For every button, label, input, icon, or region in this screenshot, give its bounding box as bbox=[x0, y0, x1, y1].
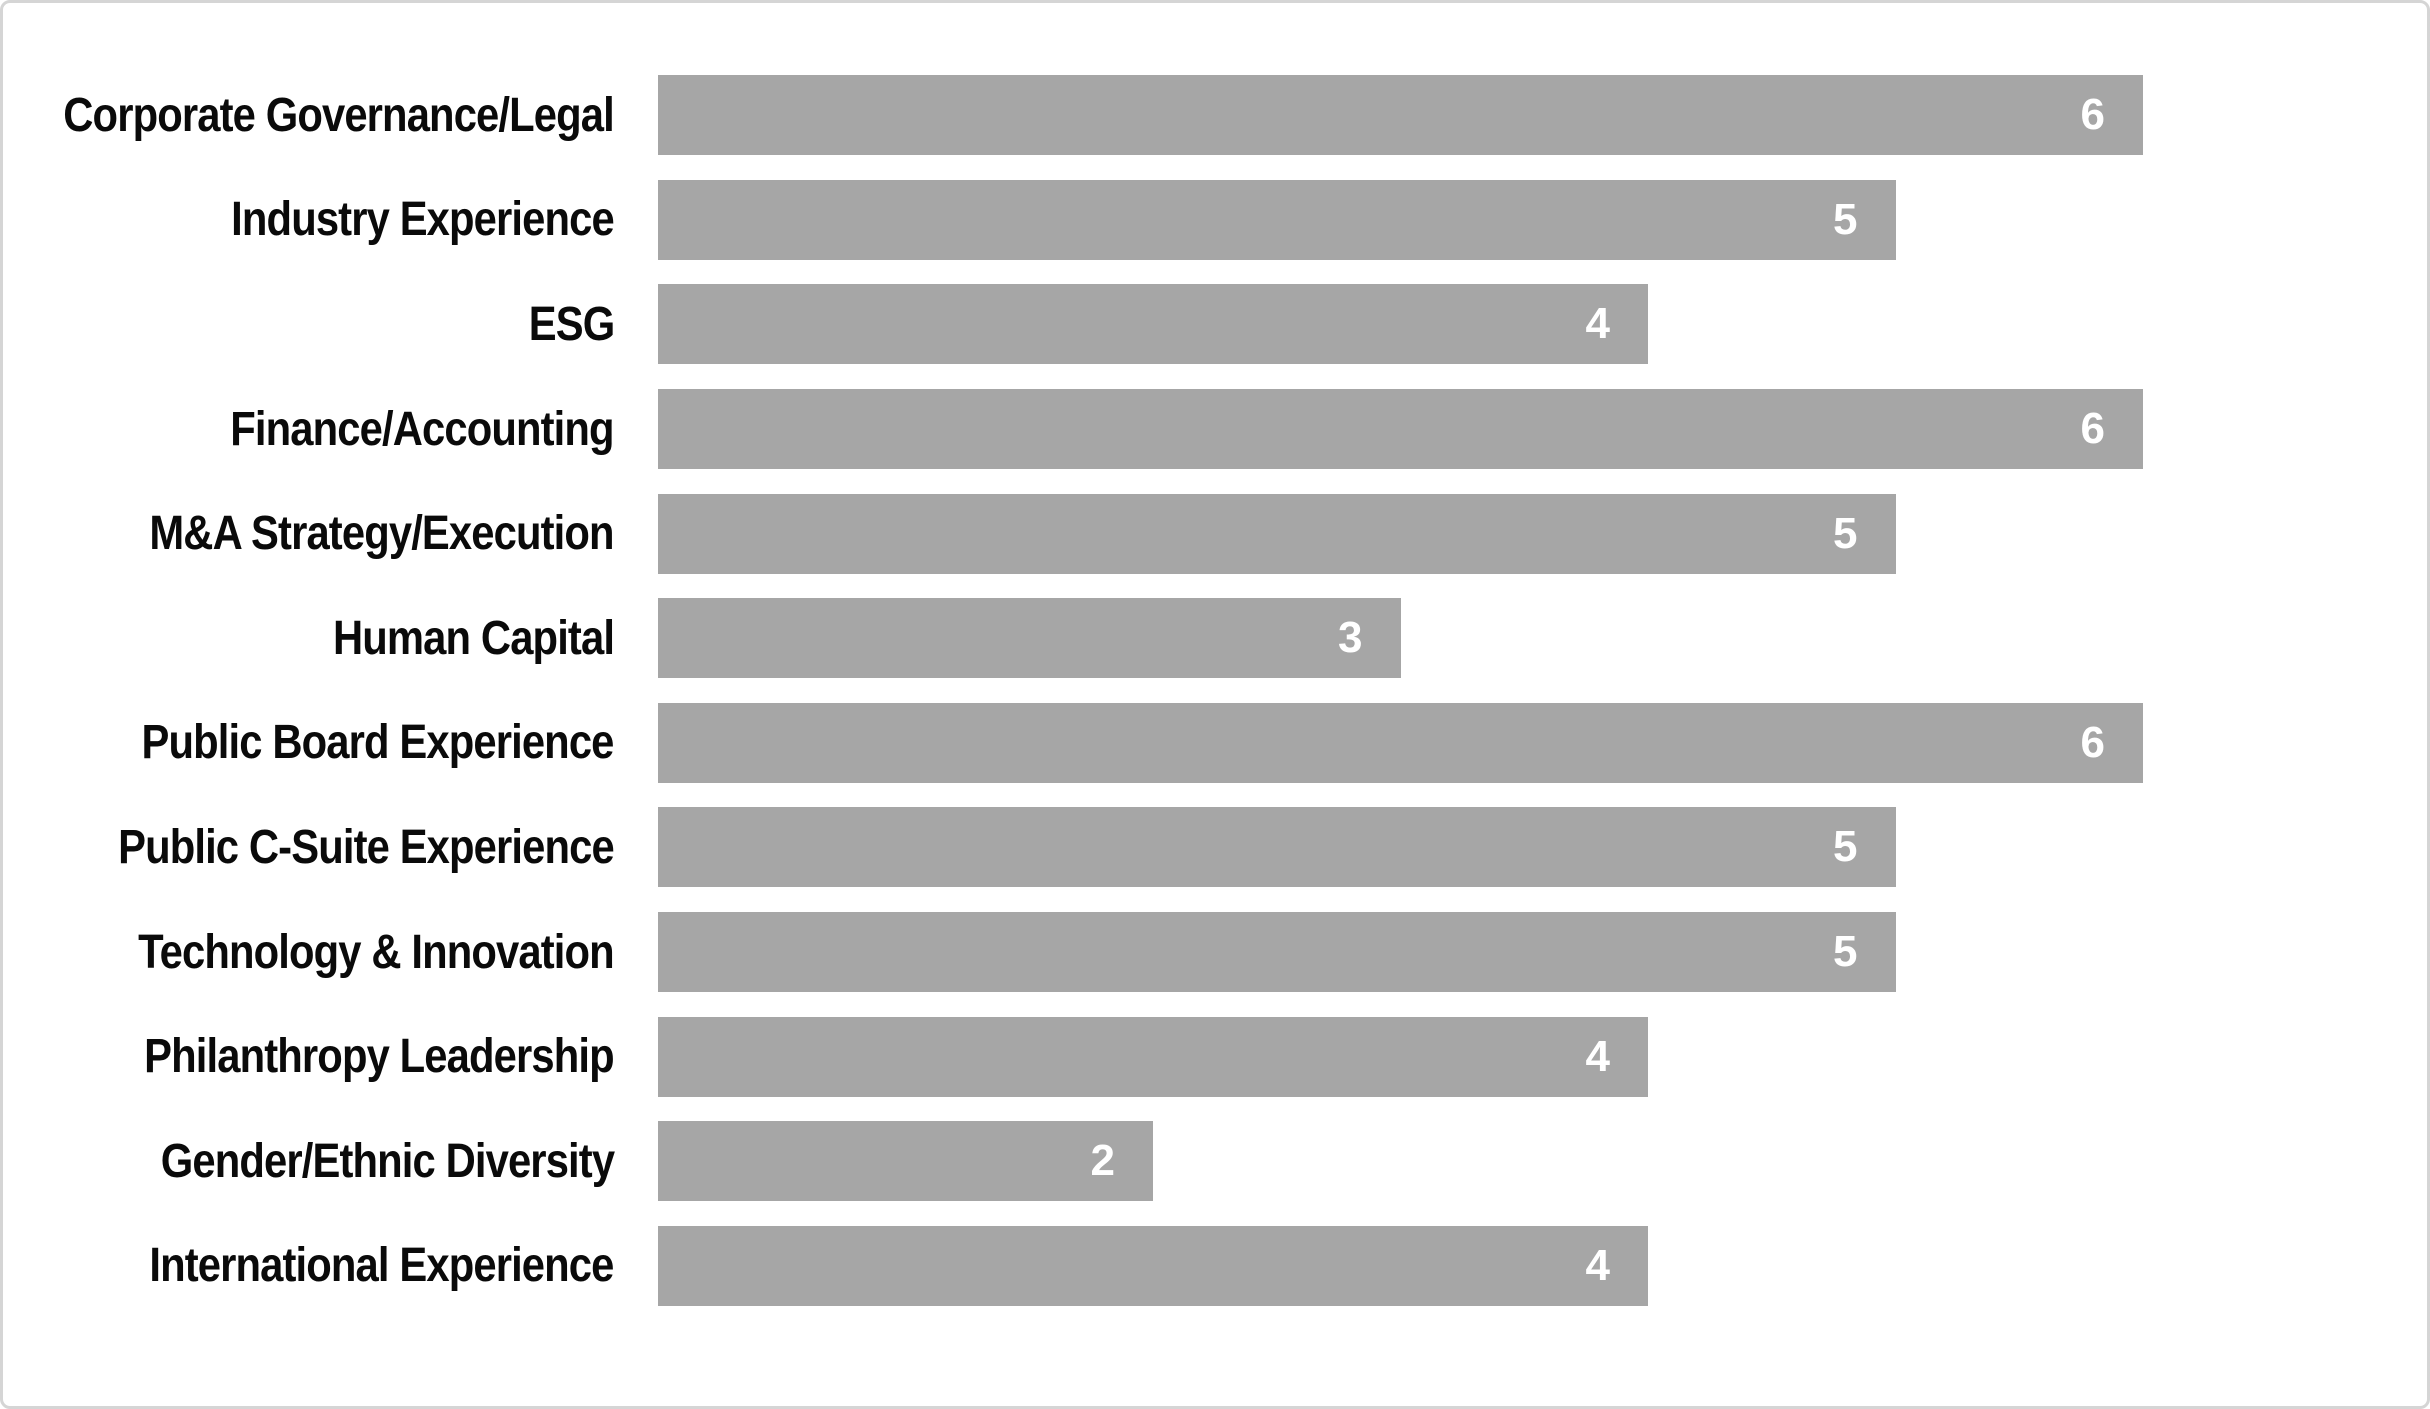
chart-row: Industry Experience 5 bbox=[3, 168, 2427, 273]
bar-value-label: 4 bbox=[1585, 1031, 1610, 1081]
bar: 5 bbox=[658, 912, 1896, 993]
bar-area: 5 bbox=[658, 912, 2427, 993]
category-label-cell: Public Board Experience bbox=[3, 715, 658, 770]
bar: 6 bbox=[658, 75, 2143, 156]
category-label-cell: Technology & Innovation bbox=[3, 925, 658, 980]
bar-area: 4 bbox=[658, 1225, 2427, 1306]
category-label-cell: Finance/Accounting bbox=[3, 402, 658, 457]
category-label-cell: Human Capital bbox=[3, 611, 658, 666]
bar-value-label: 5 bbox=[1833, 927, 1858, 977]
bar-area: 6 bbox=[658, 702, 2427, 783]
category-label-cell: Corporate Governance/Legal bbox=[3, 88, 658, 143]
bar: 2 bbox=[658, 1121, 1153, 1202]
category-label-cell: M&A Strategy/Execution bbox=[3, 506, 658, 561]
bar-area: 5 bbox=[658, 807, 2427, 888]
category-label: Finance/Accounting bbox=[230, 402, 615, 456]
category-label-cell: Philanthropy Leadership bbox=[3, 1029, 658, 1084]
chart-row: M&A Strategy/Execution 5 bbox=[3, 481, 2427, 586]
category-label-cell: International Experience bbox=[3, 1238, 658, 1293]
chart-row: Human Capital 3 bbox=[3, 586, 2427, 691]
bar-area: 5 bbox=[658, 493, 2427, 574]
bar-area: 4 bbox=[658, 284, 2427, 365]
category-label: M&A Strategy/Execution bbox=[149, 507, 615, 561]
category-label-cell: Public C-Suite Experience bbox=[3, 820, 658, 875]
category-label: Technology & Innovation bbox=[138, 925, 615, 979]
bar-value-label: 4 bbox=[1585, 1240, 1610, 1290]
bar-area: 5 bbox=[658, 179, 2427, 260]
bar-area: 4 bbox=[658, 1016, 2427, 1097]
bar: 5 bbox=[658, 179, 1896, 260]
chart-row: International Experience 4 bbox=[3, 1214, 2427, 1319]
bar: 5 bbox=[658, 807, 1896, 888]
bar: 4 bbox=[658, 1225, 1648, 1306]
bar-area: 3 bbox=[658, 598, 2427, 679]
category-label: International Experience bbox=[149, 1239, 615, 1293]
bar-value-label: 4 bbox=[1585, 299, 1610, 349]
bar: 3 bbox=[658, 598, 1401, 679]
bar-value-label: 5 bbox=[1833, 194, 1858, 244]
category-label: Corporate Governance/Legal bbox=[63, 88, 614, 142]
chart-row: Finance/Accounting 6 bbox=[3, 377, 2427, 482]
category-label-cell: Gender/Ethnic Diversity bbox=[3, 1134, 658, 1189]
bar-area: 6 bbox=[658, 75, 2427, 156]
bar: 6 bbox=[658, 389, 2143, 470]
bar: 4 bbox=[658, 284, 1648, 365]
category-label: ESG bbox=[528, 297, 614, 351]
bar-area: 2 bbox=[658, 1121, 2427, 1202]
chart-rows: Corporate Governance/Legal 6 Industry Expe… bbox=[3, 63, 2427, 1318]
bar-value-label: 5 bbox=[1833, 822, 1858, 872]
chart-row: Corporate Governance/Legal 6 bbox=[3, 63, 2427, 168]
bar: 6 bbox=[658, 702, 2143, 783]
chart-row: Public Board Experience 6 bbox=[3, 691, 2427, 796]
bar: 5 bbox=[658, 493, 1896, 574]
chart-row: Public C-Suite Experience 5 bbox=[3, 795, 2427, 900]
category-label-cell: Industry Experience bbox=[3, 192, 658, 247]
chart-row: Technology & Innovation 5 bbox=[3, 900, 2427, 1005]
category-label: Human Capital bbox=[332, 611, 615, 665]
category-label: Philanthropy Leadership bbox=[144, 1030, 614, 1084]
bar-value-label: 2 bbox=[1090, 1136, 1115, 1186]
bar-value-label: 6 bbox=[2080, 404, 2105, 454]
chart-row: Philanthropy Leadership 4 bbox=[3, 1004, 2427, 1109]
category-label-cell: ESG bbox=[3, 297, 658, 352]
bar: 4 bbox=[658, 1016, 1648, 1097]
category-label: Public C-Suite Experience bbox=[118, 820, 615, 874]
chart-row: Gender/Ethnic Diversity 2 bbox=[3, 1109, 2427, 1214]
bar-value-label: 5 bbox=[1833, 508, 1858, 558]
category-label: Gender/Ethnic Diversity bbox=[160, 1134, 615, 1188]
category-label: Industry Experience bbox=[231, 193, 615, 247]
category-label: Public Board Experience bbox=[141, 716, 615, 770]
chart-row: ESG 4 bbox=[3, 272, 2427, 377]
bar-value-label: 6 bbox=[2080, 717, 2105, 767]
bar-value-label: 3 bbox=[1338, 613, 1363, 663]
bar-value-label: 6 bbox=[2080, 90, 2105, 140]
bar-area: 6 bbox=[658, 389, 2427, 470]
